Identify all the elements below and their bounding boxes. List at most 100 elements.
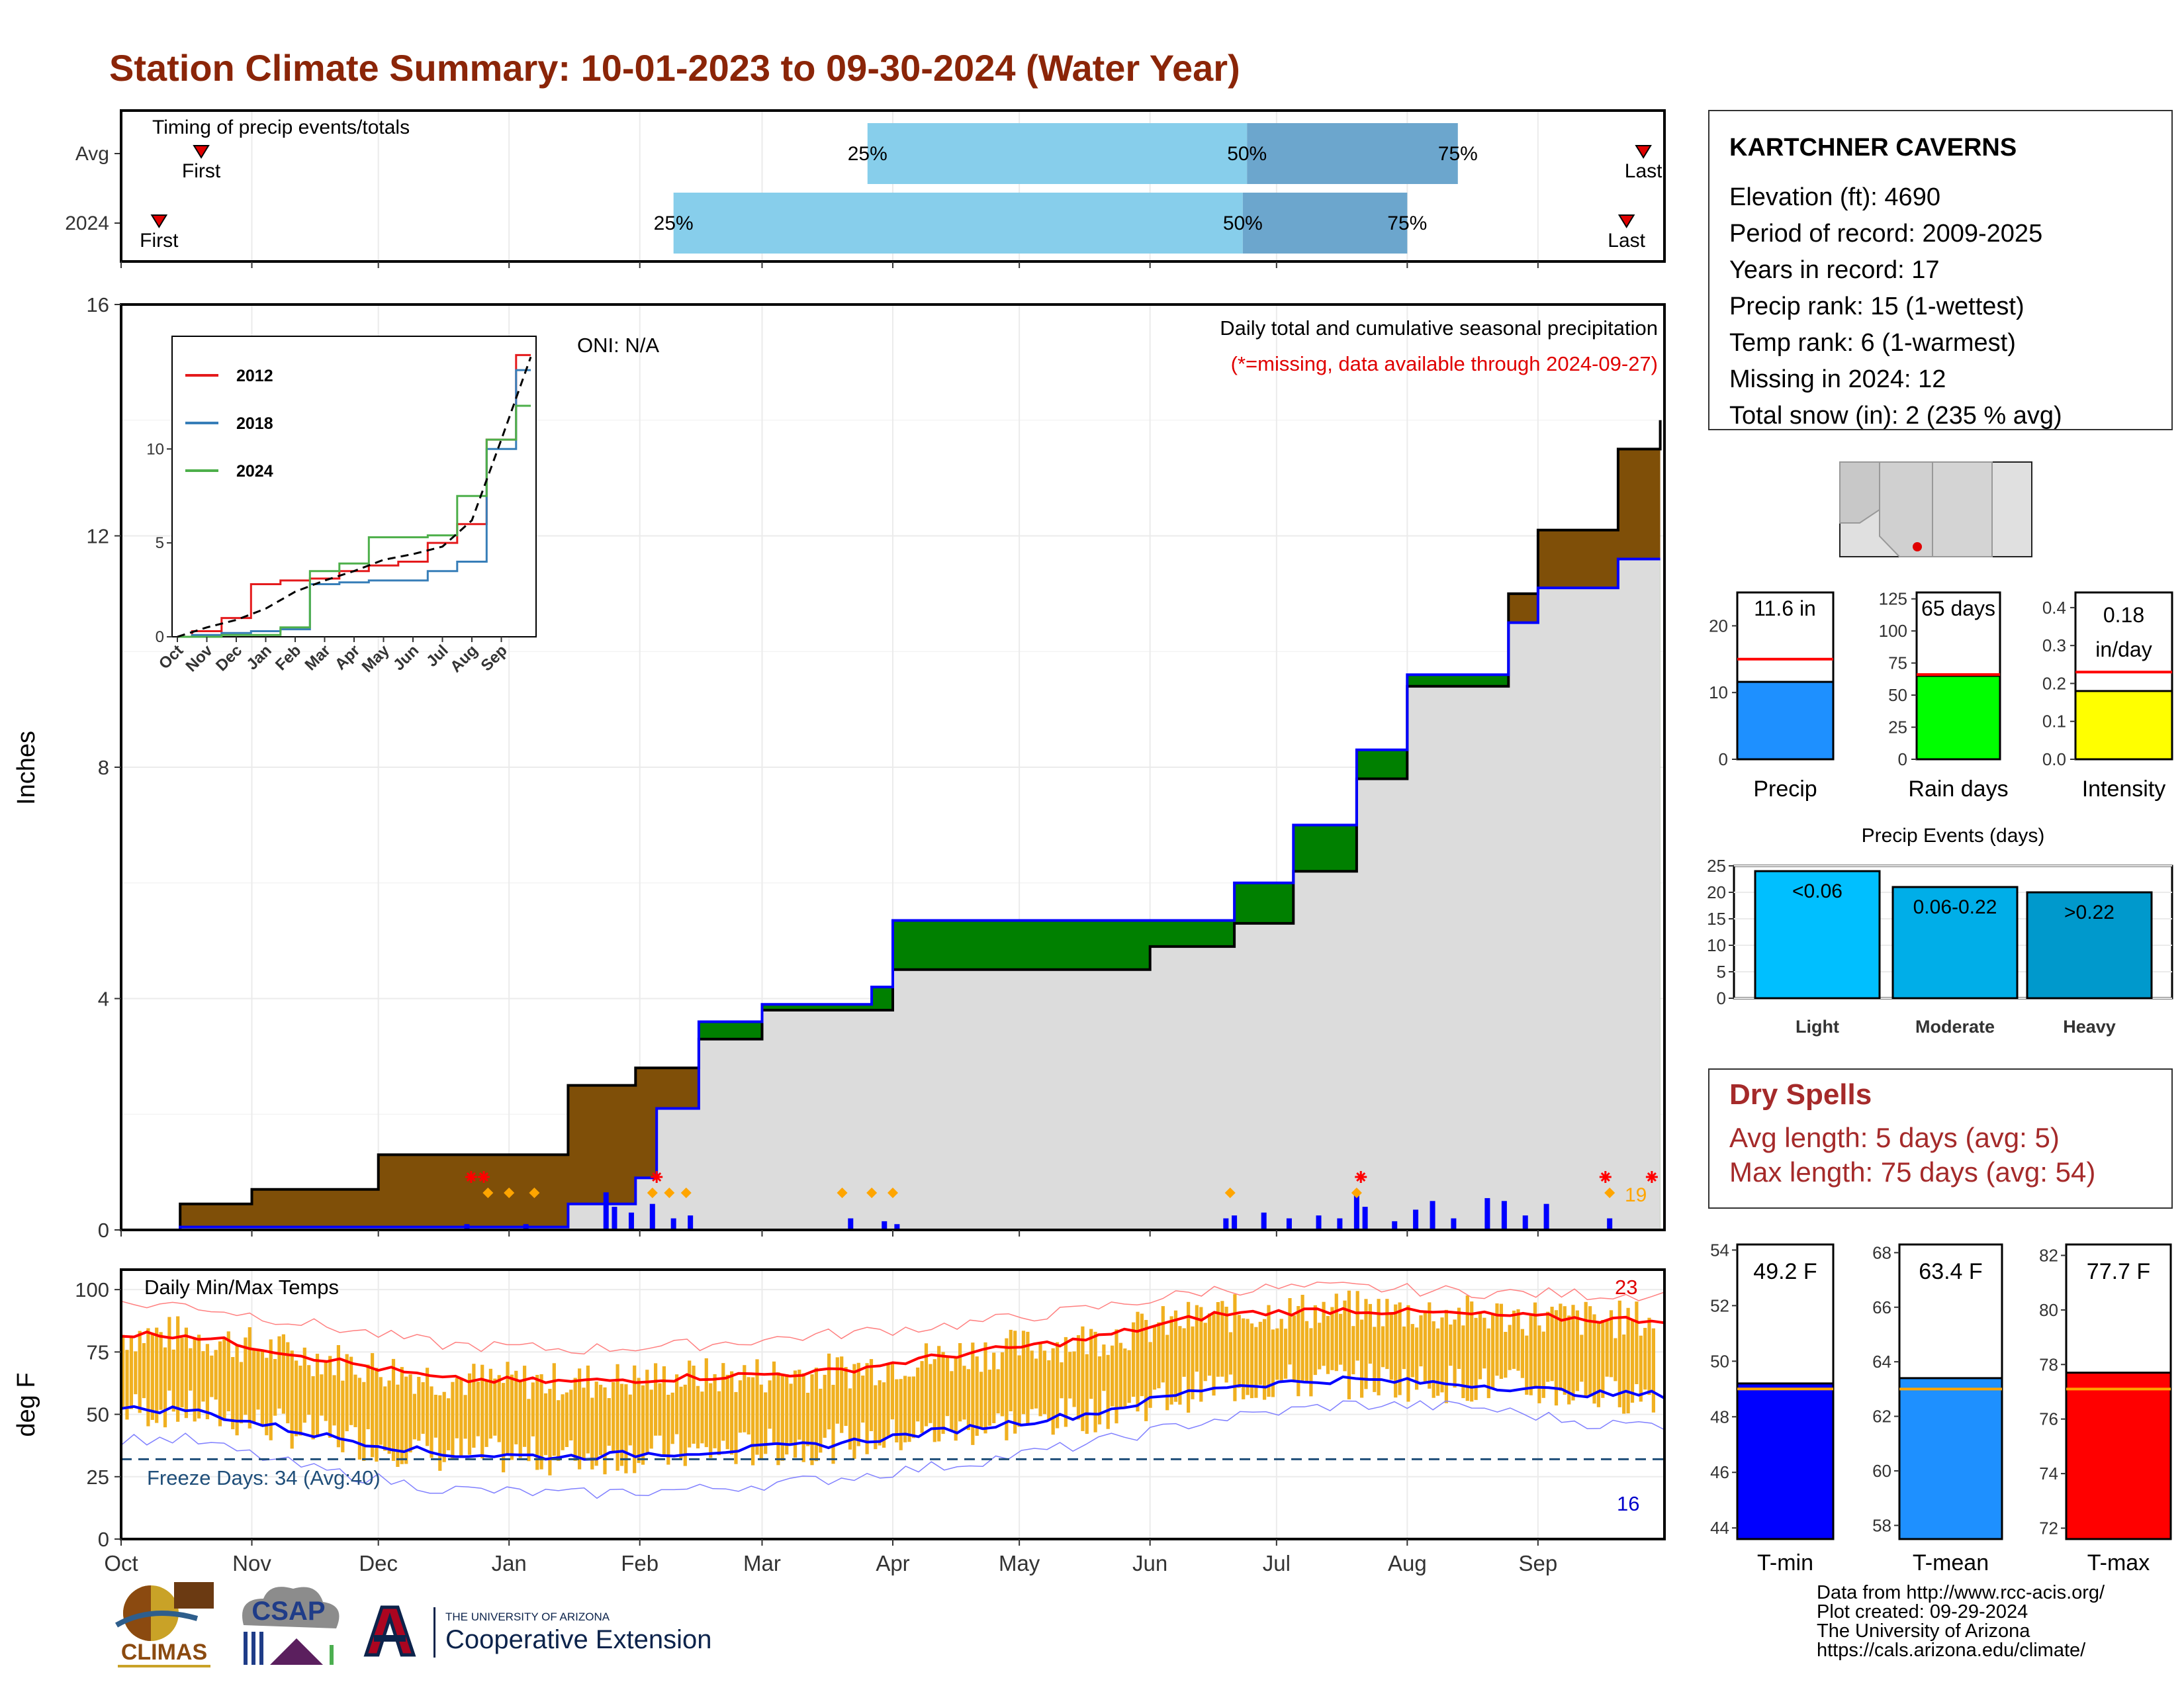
daily-temp-bar <box>451 1382 455 1460</box>
record-min-line <box>120 1400 1665 1499</box>
daily-temp-bar <box>1559 1303 1563 1391</box>
daily-temp-bar <box>1394 1304 1398 1398</box>
precip-event-bar <box>1754 870 1881 1000</box>
daily-temp-bar <box>1330 1307 1334 1370</box>
daily-temp-bar <box>1021 1331 1026 1415</box>
daily-temp-bar <box>379 1377 383 1445</box>
climas-swoosh-icon <box>115 1611 199 1628</box>
daily-temp-bar <box>1136 1311 1140 1412</box>
precip-y-tick-label: 12 <box>87 525 109 548</box>
daily-temp-bar <box>641 1385 645 1465</box>
daily-temp-bar <box>260 1349 264 1427</box>
daily-temp-bar <box>578 1368 582 1470</box>
daily-temp-bar <box>1203 1323 1207 1382</box>
precip-total-y-tick-label: 0 <box>1719 749 1728 769</box>
daily-temp-bar <box>764 1392 768 1454</box>
daily-temp-bar <box>1474 1317 1478 1400</box>
daily-temp-bar <box>256 1349 260 1410</box>
daily-temp-bar <box>814 1368 818 1462</box>
daily-temp-bar <box>1220 1301 1224 1377</box>
event-marker-icon <box>1351 1188 1362 1198</box>
daily-temp-bar <box>527 1399 531 1462</box>
intensity-y-tick-label: 0.2 <box>2042 673 2066 693</box>
daily-temp-bar <box>1216 1302 1220 1377</box>
daily-temp-bar <box>231 1357 235 1430</box>
daily-temp-bar <box>362 1382 366 1461</box>
daily-temp-bar <box>1537 1325 1541 1403</box>
daily-temp-bar <box>400 1367 404 1464</box>
footer-credits: Data from http://www.rcc-acis.org/ Plot … <box>1817 1583 2105 1660</box>
footer-line: https://cals.arizona.edu/climate/ <box>1817 1640 2086 1661</box>
daily-precip-bar <box>628 1212 634 1230</box>
daily-precip-bar <box>848 1218 854 1230</box>
daily-temp-bar <box>1419 1315 1423 1367</box>
daily-temp-bar <box>1351 1326 1355 1375</box>
daily-temp-bar <box>531 1382 535 1436</box>
month-tick-label: Feb <box>621 1551 659 1575</box>
daily-temp-bar <box>633 1365 637 1474</box>
daily-temp-bar <box>615 1364 619 1471</box>
daily-temp-bar <box>1453 1319 1457 1388</box>
daily-temp-bar <box>163 1347 167 1428</box>
daily-temp-bar <box>835 1357 839 1424</box>
daily-temp-bar <box>658 1383 662 1436</box>
daily-temp-bar <box>552 1363 556 1456</box>
daily-temp-bar <box>1428 1302 1432 1389</box>
freeze-days-label: Freeze Days: 34 (Avg:40) <box>147 1466 381 1489</box>
daily-temp-bar <box>966 1369 970 1430</box>
daily-temp-bar <box>827 1353 831 1430</box>
map-state-shape <box>1839 461 1880 524</box>
rain-days-y-tick-label: 75 <box>1888 653 1907 673</box>
daily-temp-bar <box>252 1348 256 1423</box>
temp-summary-y-tick-label: 62 <box>1872 1407 1891 1427</box>
event-marker-icon <box>680 1188 692 1198</box>
daily-temp-bar <box>1541 1331 1545 1398</box>
daily-temp-bar <box>920 1361 924 1433</box>
daily-temp-bar <box>1161 1306 1165 1383</box>
temp-summary-bar <box>1736 1382 1835 1540</box>
daily-temp-bar <box>1639 1335 1643 1402</box>
events-y-tick-label: 25 <box>1707 856 1726 876</box>
daily-temp-bar <box>612 1382 615 1454</box>
daily-temp-bar <box>1300 1295 1304 1381</box>
daily-temp-bar <box>1525 1335 1529 1395</box>
temp-y-tick-label: 50 <box>87 1403 109 1427</box>
oni-label: ONI: N/A <box>577 334 659 357</box>
daily-temp-bar <box>467 1373 472 1455</box>
month-tick-label: Jan <box>492 1551 527 1575</box>
daily-temp-bar <box>472 1364 476 1448</box>
station-location-marker-icon <box>1913 542 1922 551</box>
first-event-label: First <box>140 230 179 252</box>
daily-temp-bar <box>979 1372 983 1429</box>
daily-temp-bar <box>1038 1342 1042 1417</box>
daily-temp-bar <box>421 1382 425 1434</box>
daily-temp-bar <box>218 1341 222 1427</box>
daily-temp-bar <box>1009 1329 1013 1411</box>
daily-temp-bar <box>1224 1307 1228 1383</box>
daily-temp-bar <box>193 1338 197 1422</box>
daily-temp-bar <box>844 1367 848 1427</box>
daily-temp-bar <box>768 1380 772 1429</box>
daily-temp-bar <box>1529 1313 1533 1395</box>
daily-temp-bar <box>1347 1290 1351 1399</box>
daily-temp-bar <box>1111 1345 1115 1407</box>
daily-temp-bar <box>1263 1319 1267 1400</box>
daily-temp-bar <box>785 1374 789 1455</box>
daily-temp-bar <box>353 1374 357 1427</box>
daily-temp-bar <box>810 1374 814 1466</box>
daily-temp-bar <box>1580 1335 1584 1382</box>
daily-temp-bar <box>488 1368 492 1439</box>
daily-temp-bar <box>1228 1332 1233 1375</box>
daily-temp-bar <box>189 1348 193 1391</box>
daily-temp-bar <box>675 1374 679 1434</box>
daily-temp-bar <box>197 1335 201 1419</box>
month-tick-label: Apr <box>876 1551 909 1575</box>
rain-days-y-tick-label: 0 <box>1898 749 1907 769</box>
daily-temp-bar <box>1013 1331 1017 1434</box>
climas-earth-icon <box>123 1585 151 1641</box>
precip-total-label: Precip <box>1753 776 1817 802</box>
daily-temp-bar <box>1601 1320 1605 1398</box>
daily-temp-bar <box>1592 1314 1596 1404</box>
station-info-line: Missing in 2024: 12 <box>1729 365 1946 393</box>
daily-temp-bar <box>171 1349 175 1412</box>
